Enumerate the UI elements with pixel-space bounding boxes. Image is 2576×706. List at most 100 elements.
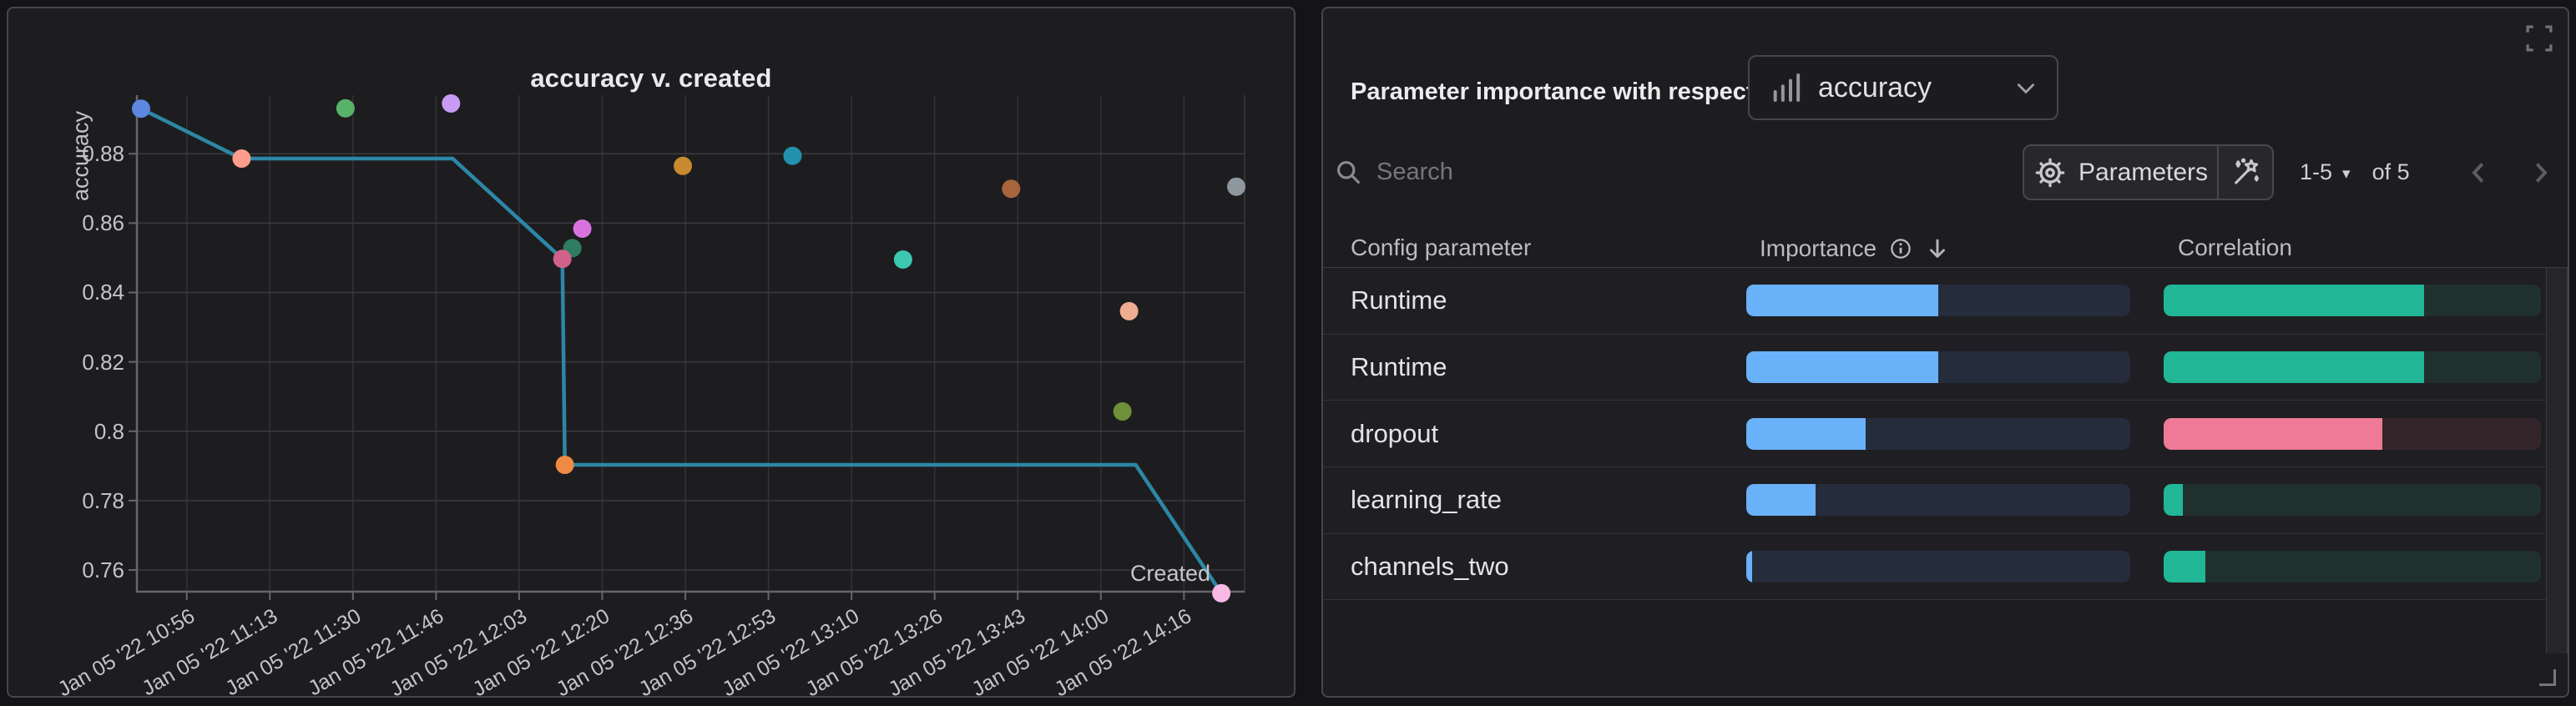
table-row[interactable]: Runtime (1323, 268, 2568, 335)
config-parameter-name: learning_rate (1351, 485, 1502, 515)
pagination-range[interactable]: 1-5 (2300, 159, 2333, 184)
y-tick-label: 0.82 (82, 349, 124, 375)
table-row[interactable]: learning_rate (1323, 467, 2568, 534)
importance-bar-fill (1746, 484, 1816, 517)
parameters-button[interactable]: Parameters (2023, 144, 2274, 200)
correlation-bar-fill (2164, 484, 2183, 517)
search-input[interactable] (1375, 158, 1879, 187)
run-point[interactable] (232, 149, 251, 169)
parameter-table-body: Runtime Runtime dropout learning_rate (1323, 268, 2568, 601)
correlation-bar-fill (2164, 351, 2424, 384)
y-tick-label: 0.78 (82, 487, 124, 513)
x-axis-title: Created (1129, 561, 1210, 586)
x-tick-label: Jan 05 '22 14:00 (967, 604, 1113, 702)
run-point[interactable] (1113, 402, 1132, 421)
config-parameter-name: Runtime (1351, 352, 1447, 382)
metric-select-dropdown[interactable]: accuracy (1748, 55, 2058, 120)
x-tick-label: Jan 05 '22 14:16 (1050, 604, 1196, 702)
importance-bar-track (1746, 551, 2130, 583)
search-icon (1335, 159, 1363, 187)
y-tick-label: 0.88 (82, 141, 124, 167)
x-tick-label: Jan 05 '22 13:26 (801, 604, 947, 702)
run-point[interactable] (1227, 177, 1246, 196)
y-tick-label: 0.76 (82, 557, 124, 582)
config-parameter-name: channels_two (1351, 552, 1509, 582)
run-point[interactable] (893, 250, 912, 270)
fullscreen-icon[interactable] (2523, 23, 2555, 54)
x-tick-label: Jan 05 '22 13:10 (718, 604, 864, 702)
run-point[interactable] (1212, 583, 1231, 603)
x-tick-label: Jan 05 '22 13:43 (884, 604, 1030, 702)
previous-page-button[interactable] (2464, 158, 2494, 188)
importance-bar-fill (1746, 551, 1752, 583)
correlation-bar-fill (2164, 285, 2424, 317)
chart-title: accuracy v. created (530, 63, 772, 93)
x-tick-label: Jan 05 '22 10:56 (53, 604, 199, 702)
run-point[interactable] (131, 99, 150, 119)
parameter-importance-panel: Parameter importance with respect to acc… (1321, 7, 2569, 698)
x-tick-label: Jan 05 '22 12:03 (386, 604, 531, 702)
run-point[interactable] (783, 146, 802, 165)
page-size-caret-icon[interactable]: ▾ (2342, 165, 2351, 183)
correlation-bar-track (2164, 484, 2541, 517)
info-icon[interactable] (1888, 236, 1913, 261)
run-point[interactable] (1119, 301, 1139, 320)
table-toolbar: Parameters 1-5 ▾ of 5 (1323, 144, 2568, 200)
column-header-importance[interactable]: Importance (1760, 229, 1950, 267)
next-page-button[interactable] (2525, 158, 2555, 188)
magic-wand-icon (2228, 155, 2263, 190)
header-divider (1323, 267, 2568, 268)
importance-bar-track (1746, 484, 2130, 517)
bar-chart-icon (1770, 69, 1803, 106)
search-box[interactable] (1335, 144, 1879, 200)
table-row[interactable]: dropout (1323, 401, 2568, 468)
scatter-chart-panel[interactable]: accuracy v. created accuracy 0.76 0.78 0.8… (7, 7, 1296, 701)
importance-bar-fill (1746, 417, 1866, 450)
importance-bar-track (1746, 351, 2130, 384)
plot-area[interactable] (129, 93, 1246, 603)
run-point[interactable] (573, 219, 592, 239)
x-tick-label: Jan 05 '22 12:36 (552, 604, 698, 702)
panel-header-label: Parameter importance with respect to (1351, 78, 1784, 105)
y-tick-label: 0.8 (93, 418, 124, 444)
pagination[interactable]: 1-5 ▾ of 5 (2300, 144, 2410, 200)
scatter-plot-svg[interactable] (129, 93, 1246, 603)
importance-bar-track (1746, 285, 2130, 317)
panel-resize-handle[interactable] (2539, 669, 2556, 686)
run-point[interactable] (442, 93, 461, 113)
run-point[interactable] (555, 456, 574, 475)
config-parameter-name: Runtime (1351, 285, 1447, 315)
table-row[interactable]: channels_two (1323, 533, 2568, 601)
correlation-bar-track (2164, 417, 2541, 450)
config-parameter-name: dropout (1351, 418, 1439, 448)
table-row[interactable]: Runtime (1323, 334, 2568, 401)
correlation-bar-fill (2164, 551, 2205, 583)
importance-bar-fill (1746, 351, 1938, 384)
importance-bar-fill (1746, 285, 1938, 317)
correlation-bar-fill (2164, 417, 2383, 450)
y-tick-label: 0.86 (82, 210, 124, 236)
correlation-bar-track (2164, 351, 2541, 384)
vertical-scrollbar[interactable] (2546, 268, 2568, 653)
column-header-config-parameter: Config parameter (1351, 234, 1532, 260)
importance-bar-track (1746, 417, 2130, 450)
parameters-button-label: Parameters (2078, 158, 2209, 186)
pagination-total: of 5 (2371, 159, 2410, 184)
run-point[interactable] (674, 156, 693, 175)
chevron-down-icon (2015, 81, 2037, 94)
sort-descending-arrow-icon (1925, 236, 1950, 261)
run-point[interactable] (553, 250, 572, 269)
metric-select-value: accuracy (1818, 71, 1932, 103)
button-divider (2217, 146, 2219, 199)
magic-wand-button[interactable] (2219, 146, 2272, 199)
run-line[interactable] (139, 107, 1223, 595)
correlation-bar-track (2164, 285, 2541, 317)
run-point[interactable] (1002, 179, 1021, 199)
column-header-correlation: Correlation (2178, 234, 2292, 260)
table-header: Config parameter Importance Correlation (1323, 229, 2568, 267)
y-tick-label: 0.84 (82, 280, 124, 305)
run-point[interactable] (336, 98, 355, 118)
importance-header-label: Importance (1760, 234, 1877, 261)
correlation-bar-track (2164, 551, 2541, 583)
